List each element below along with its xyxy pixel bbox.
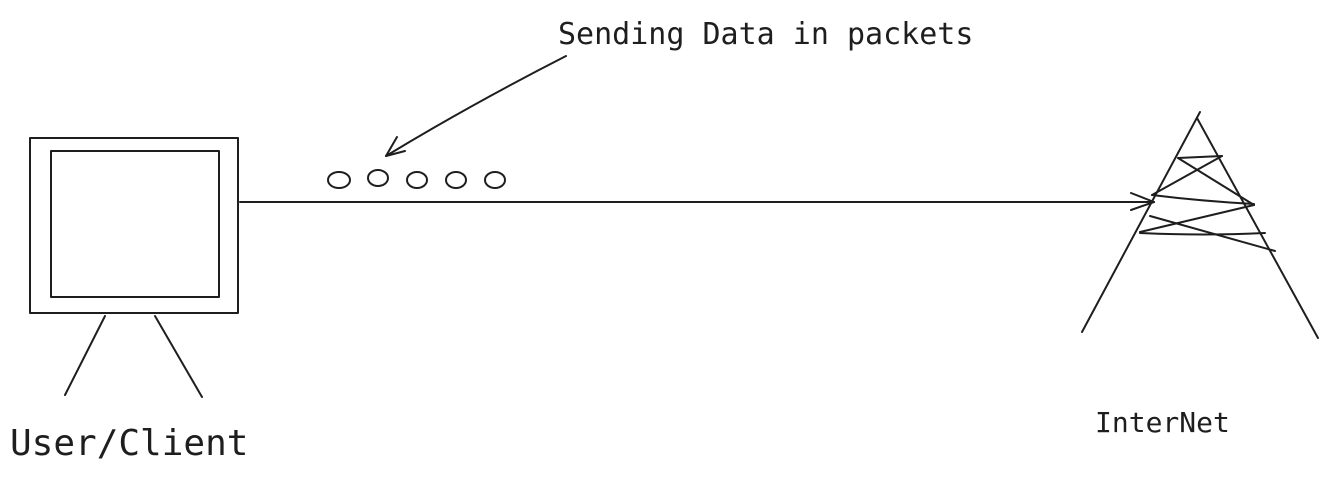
annotation-label: Sending Data in packets bbox=[558, 17, 973, 52]
internet-tower-icon bbox=[1081, 111, 1319, 339]
connection-arrow bbox=[239, 192, 1155, 211]
client-computer-icon bbox=[29, 137, 239, 398]
packet-1 bbox=[327, 171, 351, 189]
packet-2 bbox=[367, 169, 389, 187]
packets-group bbox=[327, 169, 506, 189]
packet-4 bbox=[445, 171, 467, 189]
monitor-right-leg bbox=[154, 315, 203, 398]
tower-left-leg bbox=[1081, 111, 1201, 333]
internet-label: InterNet bbox=[1095, 406, 1230, 439]
packet-5 bbox=[484, 171, 506, 189]
packet-3 bbox=[406, 171, 428, 189]
monitor-outer-frame bbox=[29, 137, 239, 314]
annotation-arrow bbox=[385, 55, 567, 157]
client-label: User/Client bbox=[10, 423, 248, 464]
monitor-left-leg bbox=[64, 315, 106, 396]
tower-right-leg bbox=[1196, 117, 1319, 339]
monitor-screen bbox=[50, 150, 220, 298]
